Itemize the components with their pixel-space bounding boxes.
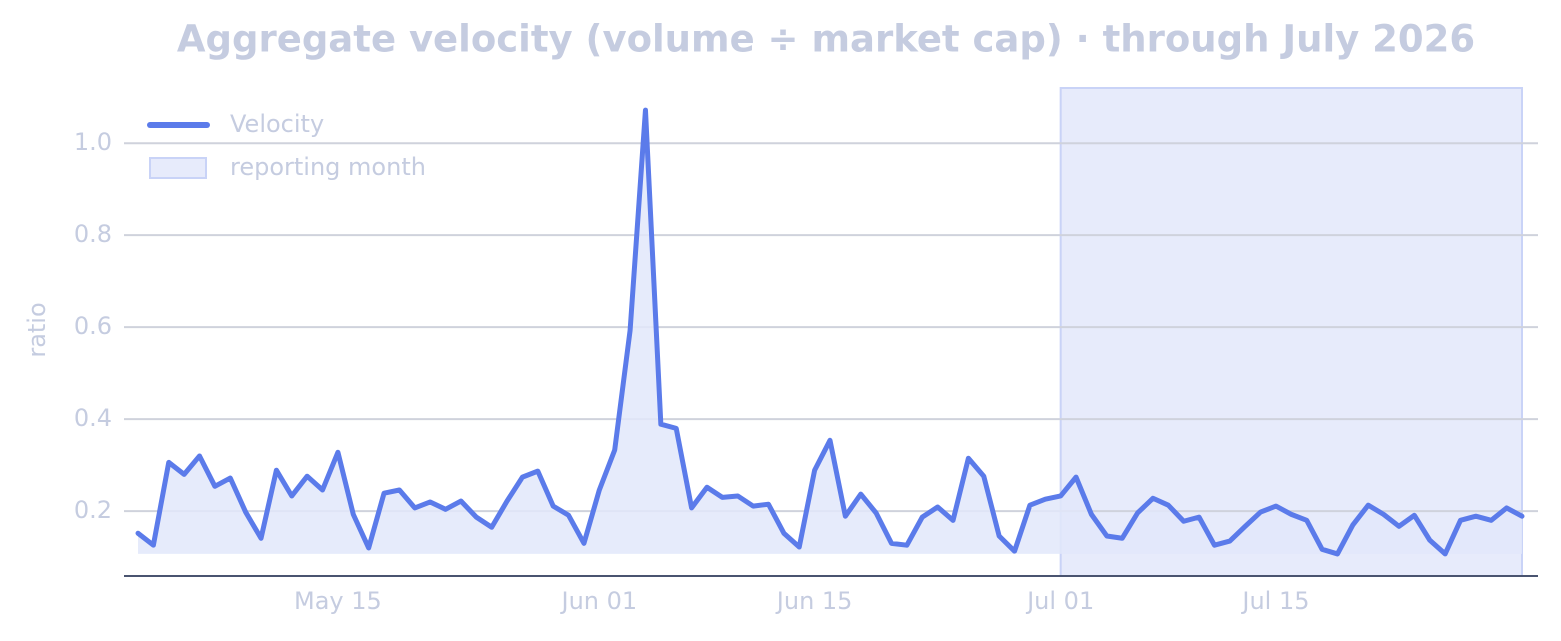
y-tick-label: 1.0 bbox=[74, 128, 112, 156]
y-tick-label: 0.6 bbox=[74, 312, 112, 340]
legend-swatch bbox=[149, 157, 207, 179]
x-tick-label: Jun 15 bbox=[775, 587, 853, 615]
y-tick-label: 0.8 bbox=[74, 220, 112, 248]
y-tick-label: 0.4 bbox=[74, 404, 112, 432]
y-tick-label: 0.2 bbox=[74, 496, 112, 524]
y-axis-label: ratio bbox=[23, 302, 51, 357]
x-tick-label: May 15 bbox=[294, 587, 382, 615]
legend-label: reporting month bbox=[230, 153, 426, 181]
x-tick-label: Jul 01 bbox=[1025, 587, 1094, 615]
highlight-span bbox=[1059, 87, 1523, 577]
area bbox=[138, 110, 1522, 554]
legend-label: Velocity bbox=[230, 110, 324, 138]
chart-title: Aggregate velocity (volume ÷ market cap)… bbox=[177, 18, 1475, 61]
line bbox=[135, 107, 1525, 557]
x-tick-label: Jul 15 bbox=[1240, 587, 1309, 615]
x-tick-label: Jun 01 bbox=[559, 587, 637, 615]
